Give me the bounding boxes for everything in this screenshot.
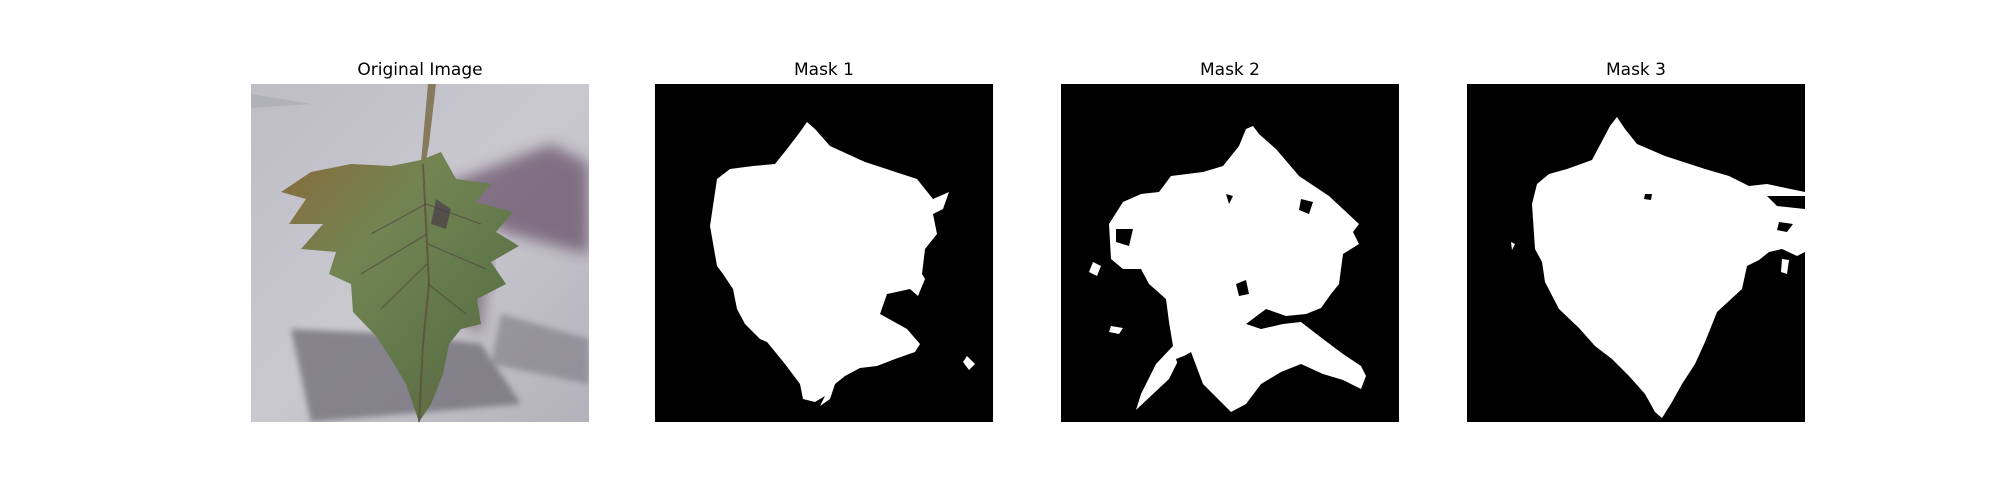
mask-3-image xyxy=(1467,84,1805,422)
mask-3 xyxy=(1467,84,1805,422)
panel-title: Mask 2 xyxy=(1199,60,1260,80)
panel-mask-2: Mask 2 xyxy=(1061,58,1399,422)
panel-mask-1: Mask 1 xyxy=(655,58,993,422)
panel-title: Mask 3 xyxy=(1605,60,1666,80)
mask-2 xyxy=(1061,84,1399,422)
mask-2-image xyxy=(1061,84,1399,422)
mask-1 xyxy=(655,84,993,422)
panel-original-image: Original Image xyxy=(251,58,589,422)
leaf-photo xyxy=(251,84,589,422)
panel-title: Original Image xyxy=(357,60,483,80)
panel-mask-3: Mask 3 xyxy=(1467,58,1805,422)
original-image xyxy=(251,84,589,422)
panel-title: Mask 1 xyxy=(793,60,854,80)
mask-1-image xyxy=(655,84,993,422)
